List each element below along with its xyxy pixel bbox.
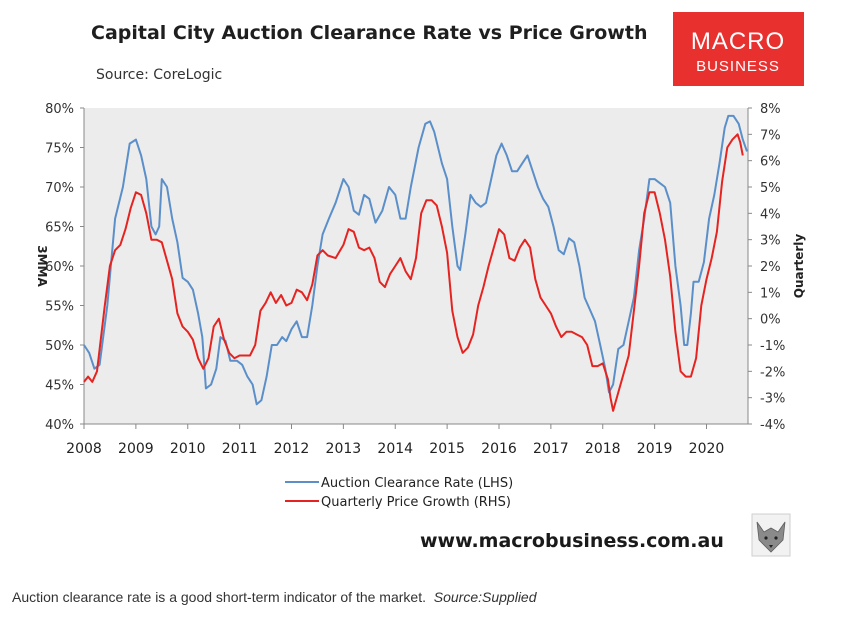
right-tick-label: 1%: [760, 286, 781, 301]
x-tick-label: 2012: [274, 441, 310, 457]
website-url: www.macrobusiness.com.au: [420, 530, 724, 552]
right-tick-label: 2%: [760, 260, 781, 275]
chart-title: Capital City Auction Clearance Rate vs P…: [91, 22, 647, 44]
x-tick-label: 2008: [66, 441, 102, 457]
x-tick-label: 2015: [429, 441, 465, 457]
macro-business-logo: MACRO BUSINESS: [673, 12, 804, 86]
x-tick-label: 2009: [118, 441, 154, 457]
plot-area: [84, 108, 748, 424]
logo-line1: MACRO: [691, 28, 785, 55]
caption-source: Source:Supplied: [433, 589, 537, 605]
right-tick-label: 5%: [760, 181, 781, 196]
legend-label-quarterly-price-growth: Quarterly Price Growth (RHS): [321, 495, 511, 510]
x-tick-label: 2016: [481, 441, 517, 457]
logo-line2: BUSINESS: [696, 58, 780, 75]
left-axis-title: 3MMA: [35, 245, 49, 287]
left-tick-label: 60%: [45, 260, 74, 275]
x-axis-ticks: 2008 2009 2010 2011 2012 2013 2014 2015 2016 2017…: [66, 424, 724, 457]
right-axis-ticks: 8% 7% 6% 5% 4% 3% 2% 1% 0% -1% -2% -3% -4%: [748, 102, 785, 433]
legend: Auction Clearance Rate (LHS) Quarterly P…: [285, 476, 513, 510]
x-tick-label: 2019: [637, 441, 673, 457]
legend-label-auction-clearance-rate: Auction Clearance Rate (LHS): [321, 476, 513, 491]
left-tick-label: 50%: [45, 339, 74, 354]
left-tick-label: 55%: [45, 300, 74, 315]
right-tick-label: 6%: [760, 155, 781, 170]
x-tick-label: 2017: [533, 441, 569, 457]
series-line-auction-clearance-rate: [83, 114, 748, 406]
x-tick-label: 2010: [170, 441, 206, 457]
left-tick-label: 75%: [45, 142, 74, 157]
caption: Auction clearance rate is a good short-t…: [12, 589, 537, 605]
right-tick-label: 8%: [760, 102, 781, 117]
chart: Capital City Auction Clearance Rate vs P…: [35, 12, 806, 557]
x-tick-label: 2014: [377, 441, 413, 457]
right-axis-title: Quarterly: [792, 234, 806, 299]
right-tick-label: 4%: [760, 207, 781, 222]
chart-subtitle: Source: CoreLogic: [96, 67, 222, 83]
left-axis-ticks: 80% 75% 70% 65% 60% 55% 50% 45% 40%: [45, 102, 84, 433]
right-tick-label: 3%: [760, 234, 781, 249]
left-tick-label: 80%: [45, 102, 74, 117]
left-tick-label: 45%: [45, 379, 74, 394]
x-tick-label: 2011: [222, 441, 258, 457]
right-tick-label: -1%: [760, 339, 785, 354]
right-tick-label: 0%: [760, 313, 781, 328]
wolf-icon: [751, 513, 791, 557]
series-line-quarterly-price-growth: [83, 133, 744, 412]
left-tick-label: 65%: [45, 221, 74, 236]
x-tick-label: 2013: [326, 441, 362, 457]
logo-background: [673, 12, 804, 86]
right-tick-label: -4%: [760, 418, 785, 433]
x-tick-label: 2018: [585, 441, 621, 457]
left-tick-label: 40%: [45, 418, 74, 433]
right-tick-label: -3%: [760, 392, 785, 407]
left-tick-label: 70%: [45, 181, 74, 196]
right-tick-label: -2%: [760, 365, 785, 380]
x-tick-label: 2020: [689, 441, 725, 457]
caption-text: Auction clearance rate is a good short-t…: [12, 589, 426, 605]
right-tick-label: 7%: [760, 128, 781, 143]
